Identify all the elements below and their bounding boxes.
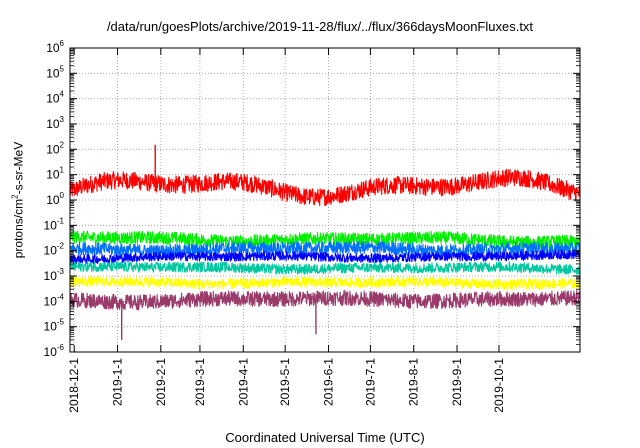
- series-6-line: [69, 275, 581, 290]
- series-4-line: [69, 249, 581, 265]
- x-tick-label: 2019-6-1: [321, 358, 335, 406]
- x-tick-label: 2019-1-1: [111, 358, 125, 406]
- y-tick-label: 106: [46, 39, 64, 55]
- y-tick-label: 101: [46, 166, 64, 182]
- y-axis-label-prefix: protons/cm: [11, 198, 26, 259]
- x-tick-label: 2019-3-1: [193, 358, 207, 406]
- y-tick-label: 102: [46, 140, 64, 156]
- x-axis-label: Coordinated Universal Time (UTC): [225, 430, 425, 445]
- y-tick-label: 103: [46, 115, 64, 131]
- series-group: [69, 144, 581, 340]
- series-2: [69, 229, 581, 249]
- series-1: [69, 144, 581, 207]
- series-7: [69, 289, 581, 340]
- y-tick-label: 105: [46, 64, 64, 80]
- x-tick-label: 2019-8-1: [407, 358, 421, 406]
- y-tick-label: 10-1: [44, 216, 65, 232]
- series-7-line: [69, 289, 581, 311]
- y-tick-label: 10-4: [44, 292, 65, 308]
- y-tick-label: 10-5: [44, 318, 65, 334]
- y-tick-label: 104: [46, 90, 64, 106]
- y-tick-label: 10-2: [44, 242, 65, 258]
- x-tick-label: 2019-9-1: [450, 358, 464, 406]
- x-tick-label: 2019-10-1: [492, 358, 506, 413]
- y-axis-label-wrap: protons/cm2-s-sr-MeV: [8, 40, 28, 360]
- y-axis-label-suffix: -s-sr-MeV: [11, 141, 26, 195]
- y-tick-label: 10-6: [44, 343, 65, 359]
- x-tick-label: 2019-7-1: [363, 358, 377, 406]
- x-tick-label: 2019-2-1: [154, 358, 168, 406]
- series-5: [69, 260, 581, 275]
- y-axis-label: protons/cm2-s-sr-MeV: [11, 142, 26, 258]
- x-tick-label: 2019-5-1: [278, 358, 292, 406]
- y-axis-label-exp: 2: [10, 194, 20, 199]
- y-tick-label: 100: [46, 191, 64, 207]
- ticks: 10-6 10-5 10-4 10-3 10-2 10-1 100 101 102 103 104 1…: [44, 39, 580, 413]
- x-tick-label: 2019-4-1: [236, 358, 250, 406]
- series-5-line: [69, 260, 581, 275]
- series-2-line: [69, 229, 581, 249]
- series-4: [69, 249, 581, 265]
- chart-title: /data/run/goesPlots/archive/2019-11-28/f…: [106, 19, 534, 34]
- y-tick-label: 10-3: [44, 267, 65, 283]
- series-6: [69, 275, 581, 290]
- x-tick-label: 2018-12-1: [67, 358, 81, 413]
